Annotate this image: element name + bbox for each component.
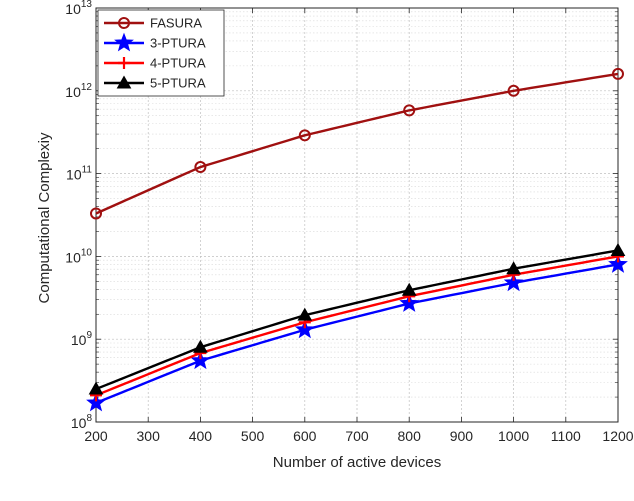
legend-label: FASURA	[150, 16, 202, 31]
series-group	[86, 67, 628, 412]
x-tick-label: 200	[84, 428, 108, 444]
data-point	[298, 129, 311, 142]
data-point	[610, 242, 626, 256]
axes: 200 300 400 500 600 700 800 900 1000 1100 1200 108 1…	[65, 0, 633, 444]
x-tick-label: 400	[189, 428, 213, 444]
legend-item: 3-PTURA	[104, 32, 206, 52]
series-3-ptura	[86, 253, 628, 412]
data-point	[190, 350, 211, 370]
legend-item: 4-PTURA	[104, 56, 206, 71]
series-line	[95, 249, 619, 391]
x-tick-label: 1000	[498, 428, 529, 444]
legend-label: 5-PTURA	[150, 76, 206, 91]
x-tick-label: 1100	[551, 428, 581, 444]
series-5-ptura	[88, 242, 626, 395]
x-tick-label: 500	[241, 428, 265, 444]
legend-label: 4-PTURA	[150, 56, 206, 71]
data-point	[503, 272, 524, 292]
legend-marker	[114, 32, 134, 52]
legend: FASURA 3-PTURA 4-PTURA 5-PTURA	[97, 9, 225, 97]
data-point	[612, 67, 624, 80]
y-tick-label: 1013	[65, 0, 92, 17]
x-tick-label: 800	[398, 428, 422, 444]
y-axis-label: Computational Complexiy	[36, 132, 53, 303]
data-point	[507, 84, 520, 97]
x-tick-label: 700	[345, 428, 369, 444]
x-tick-label: 1200	[602, 428, 633, 444]
legend-marker	[118, 17, 130, 29]
y-tick-label: 1010	[65, 247, 92, 265]
data-point	[294, 319, 315, 339]
data-point	[506, 261, 521, 275]
x-axis-label: Number of active devices	[273, 454, 441, 471]
y-tick-label: 1012	[65, 82, 92, 100]
data-point	[90, 207, 102, 220]
data-point	[86, 392, 106, 412]
data-point	[401, 282, 417, 296]
y-tick-label: 108	[71, 413, 93, 431]
series-line	[95, 263, 619, 405]
data-point	[403, 104, 416, 117]
legend-label: 3-PTURA	[150, 36, 206, 51]
legend-marker	[116, 75, 132, 89]
y-tick-label: 1011	[66, 165, 92, 183]
data-point	[194, 161, 207, 174]
data-point	[193, 339, 208, 353]
x-tick-label: 600	[293, 428, 317, 444]
x-tick-label: 300	[137, 428, 161, 444]
y-tick-label: 109	[71, 330, 93, 348]
data-point	[297, 307, 313, 321]
legend-marker	[118, 57, 130, 69]
x-tick-label: 900	[450, 428, 474, 444]
legend-item: FASURA	[104, 16, 202, 31]
series-line	[95, 255, 619, 397]
data-point	[88, 381, 104, 395]
series-line	[95, 72, 619, 215]
legend-item: 5-PTURA	[104, 75, 206, 91]
series-fasura	[90, 67, 624, 220]
data-point	[399, 293, 420, 312]
data-point	[608, 253, 628, 273]
